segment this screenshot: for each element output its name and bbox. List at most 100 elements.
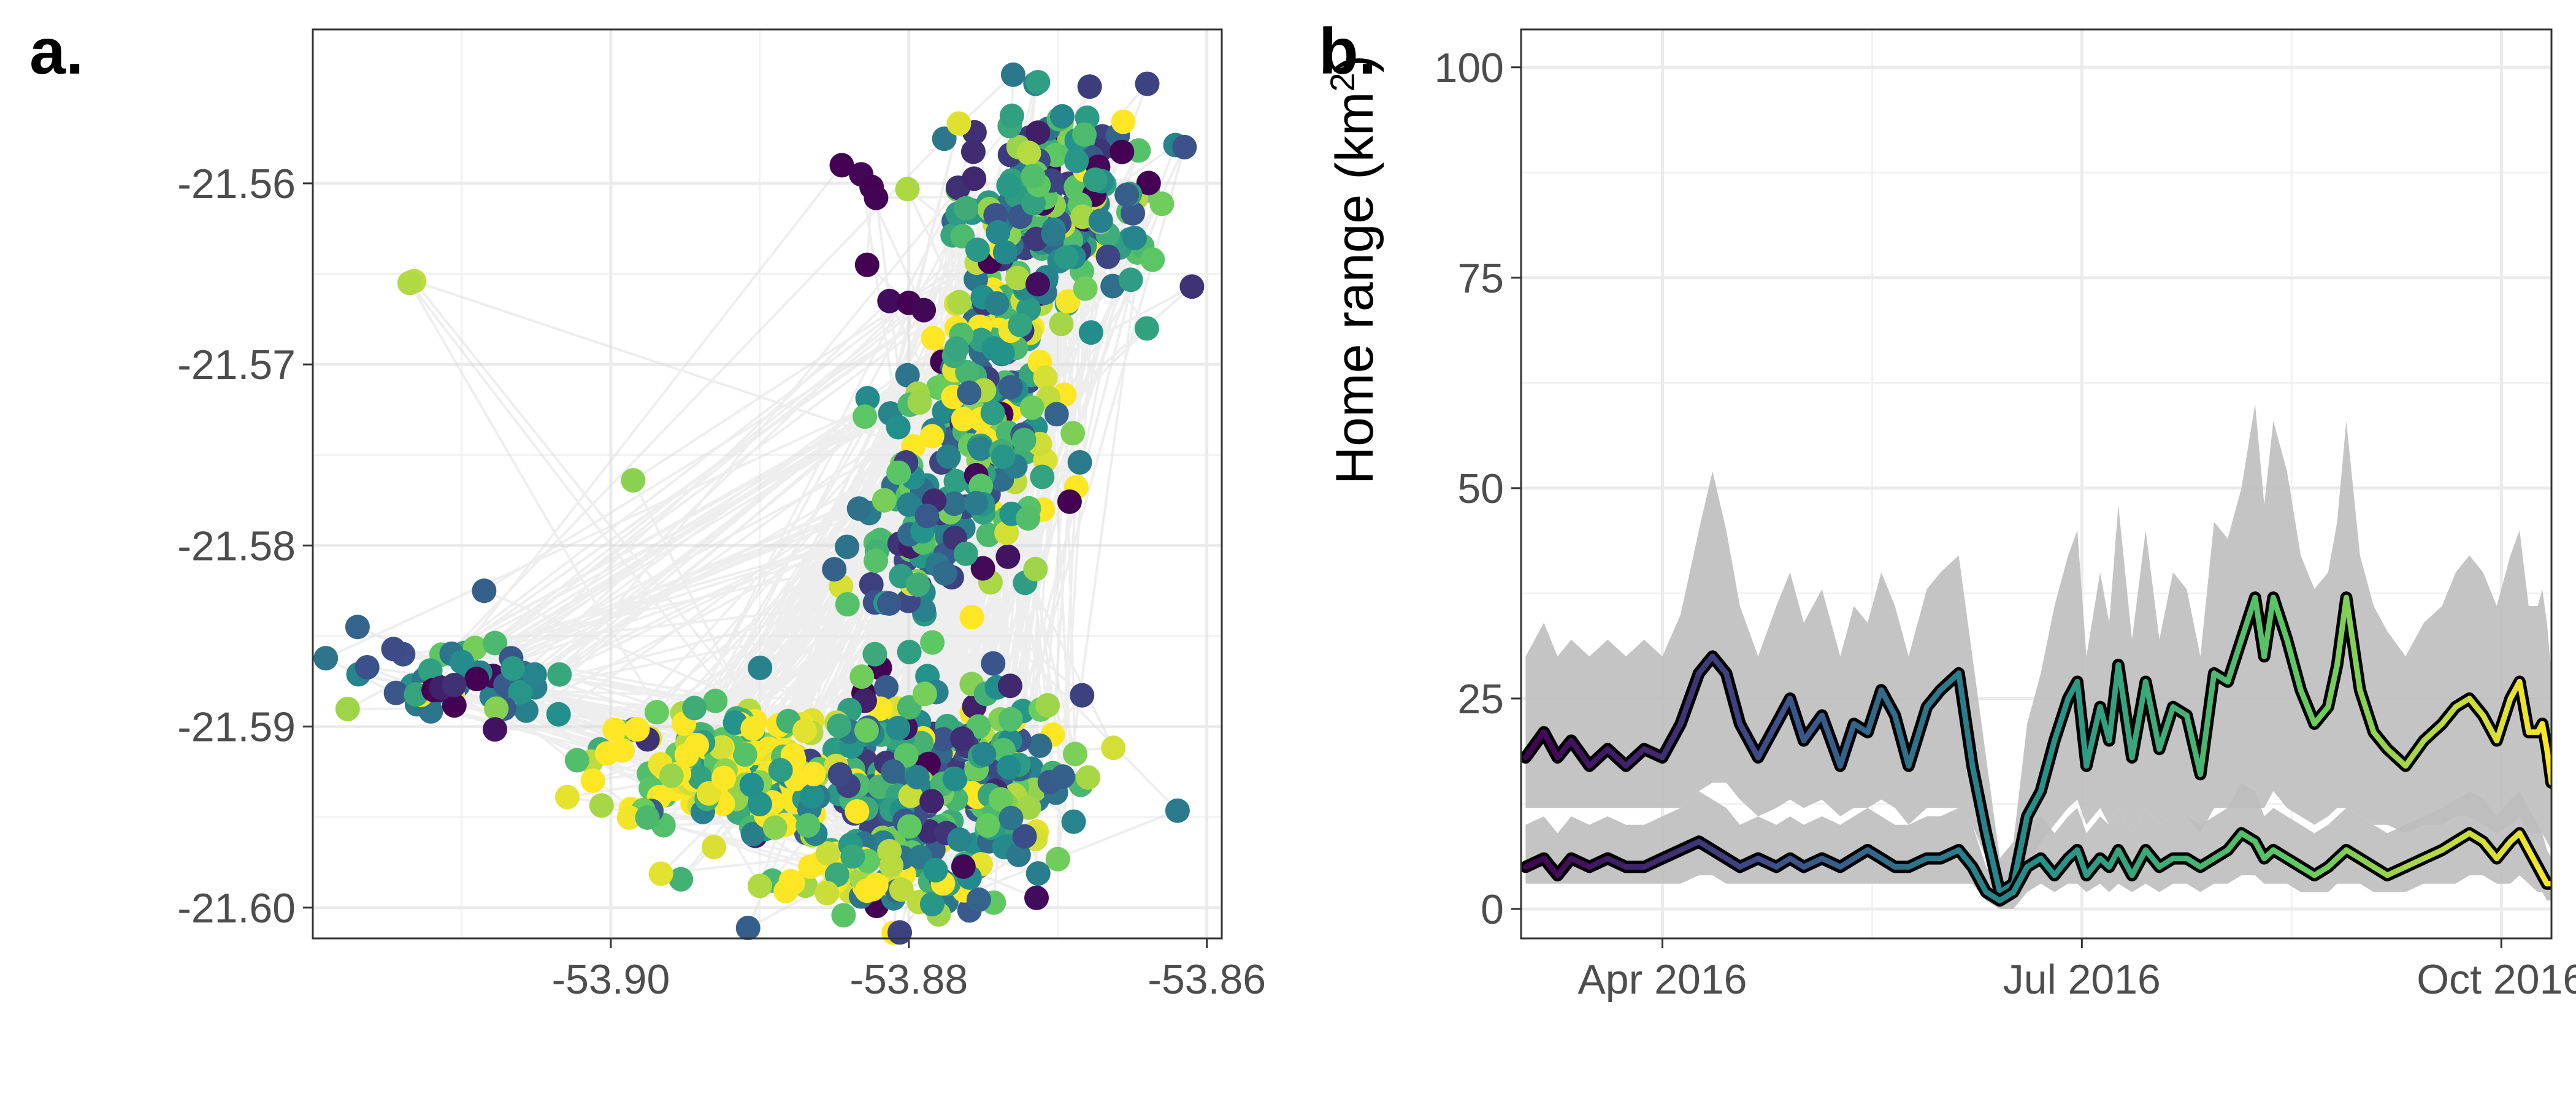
panel-a-point: [1012, 824, 1037, 849]
panel-b-series-segment: [2344, 594, 2363, 693]
panel-a-point: [625, 717, 650, 742]
panel-b-series-segment: [1555, 856, 1574, 878]
panel-a-point: [947, 827, 972, 852]
panel-a-location-points: [313, 62, 1205, 945]
panel-a-point: [1016, 795, 1041, 820]
panel-a-point: [1044, 402, 1069, 427]
panel-b-series-segment: [1938, 847, 1962, 862]
panel-a-point: [996, 173, 1021, 198]
panel-b-series-segment: [2252, 838, 2267, 862]
panel-a-point: [965, 237, 990, 263]
panel-a-point: [874, 675, 899, 700]
panel-a-point: [381, 637, 406, 662]
panel-b-series-segment: [2037, 738, 2058, 794]
panel-b-x-tick-label: Oct 2016: [2417, 956, 2576, 1003]
panel-a-point: [932, 126, 957, 151]
panel-a-point: [616, 805, 642, 830]
panel-a-point: [964, 491, 989, 516]
panel-b-series-segment: [1938, 670, 1962, 693]
panel-a-point: [895, 362, 920, 388]
panel-b-series-segment: [1737, 856, 1761, 870]
panel-a-point: [897, 814, 922, 839]
panel-a-point: [546, 702, 571, 727]
panel-a-point: [944, 336, 969, 361]
panel-b-series-segment: [2225, 830, 2244, 853]
panel-a-y-tick-label: -21.60: [177, 885, 296, 932]
panel-b-series-segment: [2011, 864, 2030, 895]
panel-b-series-segment: [2083, 704, 2103, 769]
panel-a-point: [1027, 733, 1052, 758]
panel-a-point: [919, 789, 945, 814]
panel-a-point: [919, 424, 945, 449]
panel-a-point: [801, 762, 826, 786]
panel-b-y-tick-label: 0: [1481, 886, 1504, 933]
panel-a-point: [998, 375, 1023, 400]
panel-a-point: [877, 838, 902, 864]
panel-a-point: [815, 841, 840, 866]
panel-b-series-segment: [1906, 704, 1930, 769]
panel-a-point: [1149, 191, 1175, 217]
panel-a-point: [701, 835, 726, 860]
panel-a-point: [442, 693, 467, 718]
panel-a-point: [822, 557, 847, 582]
panel-a-point: [907, 390, 932, 415]
panel-a-point: [946, 111, 972, 136]
panel-b-series-segment: [2198, 670, 2217, 777]
panel-a-point: [1049, 312, 1074, 337]
panel-b-series-segment: [1773, 696, 1793, 727]
panel-a-point: [968, 436, 993, 461]
panel-a-y-tick-label: -21.58: [177, 523, 296, 569]
panel-b-series-segment: [1696, 653, 1715, 677]
panel-a-point: [740, 716, 765, 741]
panel-b-series-segment: [2261, 594, 2276, 659]
panel-a-point: [1070, 683, 1095, 708]
panel-a-point: [1073, 276, 1098, 301]
panel-a-point: [887, 920, 912, 945]
panel-a-point: [997, 673, 1022, 699]
panel-b-series-segment: [2357, 687, 2377, 735]
panel-b-series-segment: [1659, 721, 1684, 761]
panel-b-series-segment: [1623, 746, 1647, 769]
panel-b-series-lines: [1521, 591, 2551, 907]
panel-b-series-segment: [2480, 838, 2500, 862]
panel-a-point: [696, 781, 721, 806]
panel-a-point: [877, 591, 902, 616]
panel-a-point: [1016, 506, 1041, 531]
panel-b-series-segment: [2271, 594, 2290, 643]
panel-a-point: [703, 688, 728, 713]
panel-a-point: [1062, 742, 1087, 767]
panel-b-ci-band-upper: [1525, 404, 2551, 901]
panel-b-series-segment: [1677, 838, 1702, 853]
panel-a-y-tick-label: -21.57: [177, 342, 296, 388]
panel-b-series-segment: [1641, 746, 1665, 761]
panel-a-point: [894, 743, 919, 768]
panel-b-series-segment: [1819, 712, 1843, 769]
panel-a-point: [984, 291, 1010, 316]
panel-a-point: [912, 681, 937, 707]
panel-a-point: [464, 667, 489, 691]
panel-a-point: [800, 784, 825, 808]
panel-a-point: [1060, 421, 1085, 446]
panel-b-series-segment: [1555, 738, 1574, 761]
panel-a-point: [896, 493, 921, 517]
panel-b-series-segment: [2325, 662, 2340, 710]
panel-a-point: [1024, 885, 1049, 910]
panel-a-point: [732, 742, 757, 767]
panel-a-point: [1057, 489, 1082, 514]
panel-a-point: [1005, 266, 1030, 291]
panel-a-point: [829, 153, 854, 178]
panel-b-series-segment: [1677, 670, 1702, 727]
panel-a-point: [886, 716, 911, 741]
panel-a-point: [923, 857, 948, 883]
panel-a-point: [854, 718, 879, 743]
panel-b-series-segment: [1709, 653, 1729, 677]
panel-a-point: [747, 792, 772, 816]
panel-a-point: [580, 768, 605, 793]
panel-a-point: [951, 854, 976, 879]
panel-a-point: [897, 640, 922, 665]
panel-a-point: [483, 631, 508, 656]
panel-a-point: [921, 326, 946, 351]
panel-a-point: [635, 805, 660, 830]
panel-a-point: [1088, 208, 1113, 233]
panel-a-point: [1045, 846, 1070, 872]
